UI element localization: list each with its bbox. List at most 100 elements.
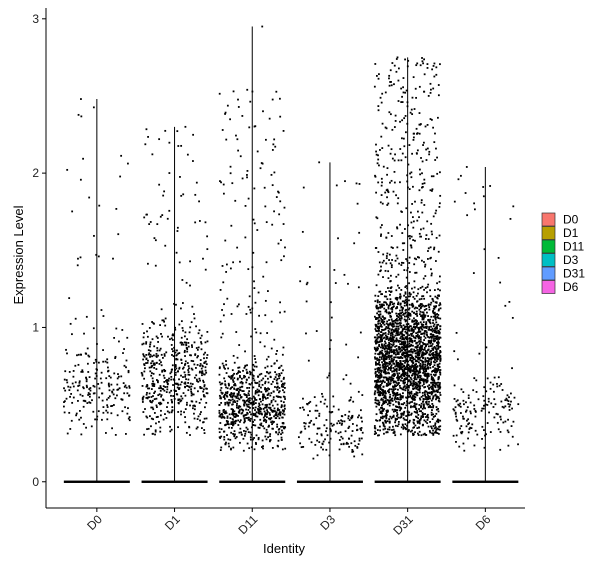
data-point [384, 369, 387, 372]
data-point [418, 308, 421, 311]
data-point [404, 299, 407, 302]
data-point [433, 141, 436, 144]
data-point [246, 442, 249, 445]
data-point [176, 382, 179, 385]
data-point [426, 385, 429, 388]
data-point [506, 394, 509, 397]
data-point [142, 354, 145, 357]
data-point [408, 271, 411, 273]
data-point [377, 181, 380, 184]
data-point [153, 385, 156, 388]
data-point [275, 411, 278, 414]
data-point [85, 378, 88, 381]
data-point [421, 303, 423, 306]
data-point [380, 177, 383, 180]
data-point [384, 397, 387, 400]
data-point [374, 340, 377, 343]
data-point [376, 429, 379, 431]
data-point [432, 310, 434, 313]
data-point [437, 378, 440, 381]
data-point [421, 314, 424, 317]
data-point [141, 343, 144, 346]
data-point [416, 349, 419, 351]
data-point [425, 401, 428, 404]
data-point [403, 334, 406, 337]
data-point [220, 435, 223, 438]
data-point [399, 319, 402, 322]
data-point [379, 429, 382, 432]
data-point [422, 357, 424, 360]
data-point [257, 426, 260, 429]
data-point [252, 375, 255, 377]
data-point [206, 248, 209, 251]
data-point [237, 366, 240, 369]
data-point [430, 337, 433, 339]
data-point [402, 413, 405, 416]
data-point [439, 394, 442, 396]
data-point [270, 173, 273, 176]
data-point [411, 329, 414, 332]
data-point [174, 382, 177, 385]
data-point [430, 230, 433, 233]
data-point [270, 417, 273, 419]
data-point [418, 387, 421, 390]
data-point [435, 350, 438, 353]
data-point [270, 408, 272, 411]
data-point [187, 373, 190, 376]
data-point [226, 421, 229, 424]
data-point [424, 398, 427, 400]
data-point [423, 339, 426, 341]
data-point [376, 341, 379, 344]
data-point [260, 391, 263, 393]
data-point [248, 370, 251, 373]
data-point [92, 106, 95, 109]
data-point [435, 73, 438, 76]
data-point [260, 386, 262, 389]
data-point [429, 404, 431, 407]
data-point [280, 259, 283, 262]
data-point [248, 399, 251, 402]
data-point [421, 352, 424, 355]
data-point [223, 303, 225, 306]
data-point [418, 340, 420, 343]
data-point [406, 174, 409, 177]
data-point [299, 442, 302, 445]
data-point [387, 379, 390, 382]
data-point [180, 194, 183, 197]
data-point [177, 426, 179, 429]
data-point [418, 335, 421, 337]
data-point [386, 353, 388, 355]
data-point [276, 385, 279, 388]
data-point [85, 376, 87, 379]
data-point [277, 396, 280, 398]
data-point [421, 379, 423, 382]
data-point [429, 406, 432, 409]
data-point [111, 390, 113, 393]
data-point [258, 427, 261, 429]
data-point [432, 300, 435, 303]
data-point [191, 383, 194, 385]
data-point [422, 381, 425, 383]
data-point [382, 322, 385, 325]
data-point [379, 411, 382, 414]
data-point [404, 359, 406, 362]
data-point [421, 324, 424, 327]
data-point [483, 404, 485, 407]
data-point [201, 370, 204, 373]
data-point [435, 352, 438, 355]
data-point [437, 250, 440, 253]
data-point [425, 344, 428, 347]
data-point [331, 411, 334, 413]
data-point [243, 430, 245, 432]
violin-group-D3 [296, 161, 364, 483]
data-point [393, 362, 396, 365]
data-point [245, 396, 248, 398]
data-point [147, 359, 149, 362]
data-point [420, 298, 423, 300]
data-point [238, 344, 241, 346]
data-point [229, 376, 231, 379]
data-point [384, 372, 387, 375]
data-point [232, 354, 235, 357]
data-point [455, 415, 457, 418]
data-point [255, 399, 258, 401]
